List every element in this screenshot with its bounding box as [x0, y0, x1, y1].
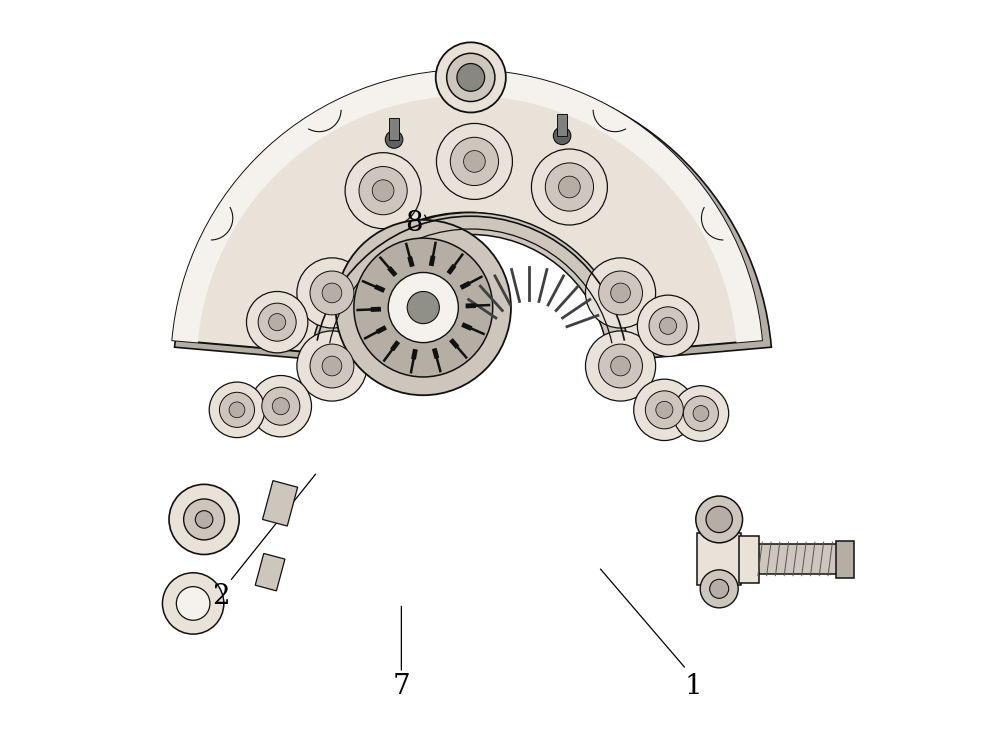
Circle shape: [436, 124, 512, 199]
Wedge shape: [172, 70, 762, 343]
Circle shape: [545, 163, 594, 211]
Circle shape: [710, 579, 729, 598]
Circle shape: [407, 291, 439, 324]
Circle shape: [297, 258, 367, 328]
Circle shape: [531, 149, 607, 225]
Circle shape: [634, 379, 695, 441]
Bar: [263, 481, 298, 526]
Circle shape: [464, 151, 485, 172]
Bar: [697, 533, 741, 585]
Circle shape: [611, 356, 630, 376]
Circle shape: [436, 42, 506, 113]
Wedge shape: [175, 74, 771, 360]
Circle shape: [553, 127, 571, 145]
Circle shape: [162, 572, 224, 634]
Circle shape: [354, 238, 493, 377]
Bar: [389, 118, 399, 140]
Circle shape: [693, 406, 709, 422]
Circle shape: [269, 313, 286, 331]
Circle shape: [359, 167, 407, 214]
Circle shape: [559, 176, 580, 198]
Circle shape: [310, 344, 354, 388]
Bar: [557, 114, 567, 136]
Circle shape: [659, 317, 677, 335]
Circle shape: [336, 220, 511, 395]
Circle shape: [258, 303, 296, 341]
Circle shape: [447, 53, 495, 102]
Circle shape: [656, 401, 673, 419]
Bar: [739, 536, 759, 583]
Circle shape: [611, 283, 630, 303]
Text: 2: 2: [212, 583, 230, 610]
Circle shape: [209, 382, 265, 438]
Circle shape: [457, 64, 485, 92]
Circle shape: [229, 402, 245, 418]
Text: 1: 1: [685, 673, 702, 700]
Bar: [745, 544, 840, 574]
Circle shape: [297, 331, 367, 401]
Circle shape: [272, 397, 289, 415]
Circle shape: [195, 511, 213, 529]
Circle shape: [176, 586, 210, 620]
Circle shape: [700, 569, 738, 608]
Circle shape: [450, 138, 499, 185]
Circle shape: [246, 291, 308, 353]
Circle shape: [250, 376, 312, 437]
Circle shape: [372, 180, 394, 201]
Circle shape: [310, 271, 354, 315]
Circle shape: [673, 386, 729, 441]
Circle shape: [599, 271, 642, 315]
Bar: [836, 542, 854, 578]
Circle shape: [649, 307, 687, 345]
Wedge shape: [172, 70, 762, 353]
Circle shape: [585, 331, 656, 401]
Text: 7: 7: [392, 673, 410, 700]
Circle shape: [262, 387, 300, 425]
Circle shape: [219, 392, 255, 427]
Circle shape: [345, 153, 421, 228]
Circle shape: [169, 485, 239, 555]
Circle shape: [683, 396, 718, 431]
Circle shape: [322, 283, 342, 303]
Circle shape: [599, 344, 642, 388]
Circle shape: [706, 507, 732, 533]
Circle shape: [322, 356, 342, 376]
Circle shape: [645, 391, 683, 429]
Wedge shape: [314, 212, 628, 345]
Circle shape: [388, 272, 458, 343]
Circle shape: [637, 295, 699, 356]
Circle shape: [585, 258, 656, 328]
Circle shape: [184, 499, 225, 540]
Circle shape: [696, 496, 743, 543]
Bar: [255, 553, 285, 591]
Text: 8: 8: [405, 210, 423, 237]
Circle shape: [385, 131, 403, 149]
